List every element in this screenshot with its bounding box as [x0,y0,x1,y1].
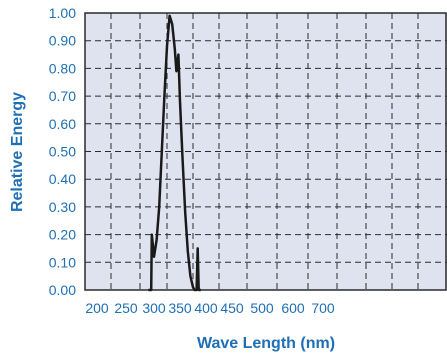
x-tick-label: 300 [142,300,166,316]
x-tick-label: 350 [168,300,192,316]
y-tick-label: 0.00 [49,282,76,298]
y-tick-label: 0.30 [49,199,76,215]
y-tick-label: 0.20 [49,227,76,243]
x-tick-label: 450 [220,300,244,316]
plot-frame [84,12,447,291]
y-tick-label: 0.50 [49,144,76,160]
y-axis-ticks: 0.00 0.10 0.20 0.30 0.40 0.50 0.60 0.70 0.80 0.90… [49,5,76,298]
y-tick-label: 0.80 [49,60,76,76]
x-tick-label: 200 [85,300,109,316]
y-axis-title: Relative Energy [9,92,26,212]
y-tick-label: 0.60 [49,116,76,132]
y-tick-label: 0.40 [49,171,76,187]
y-tick-label: 0.90 [49,33,76,49]
x-tick-label: 250 [114,300,138,316]
x-tick-label: 700 [311,300,335,316]
y-tick-label: 1.00 [49,5,76,21]
y-tick-label: 0.10 [49,254,76,270]
x-tick-label: 600 [281,300,305,316]
x-tick-label: 500 [250,300,274,316]
x-axis-ticks: 200 250 300 350 400 450 500 600 700 [85,300,335,316]
relative-energy-line [148,14,201,292]
y-tick-label: 0.70 [49,88,76,104]
x-tick-label: 400 [194,300,218,316]
x-axis-title: Wave Length (nm) [197,335,335,352]
grid [85,13,447,290]
